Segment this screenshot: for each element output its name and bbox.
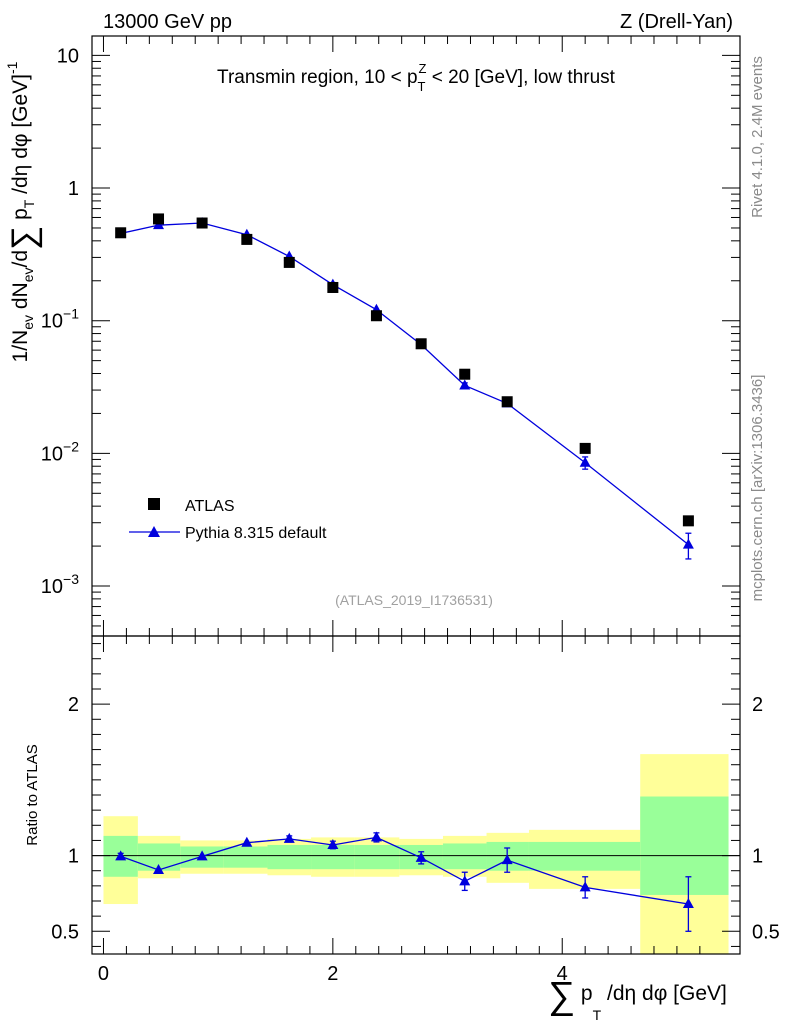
process-label: Z (Drell-Yan): [620, 11, 733, 33]
main-y-tick-label: 10−1: [41, 306, 79, 333]
main-data-point: [682, 515, 694, 527]
main-y-axis-label: 1/Nev dNev/d∑ pT /dη dφ [GeV]-1: [4, 61, 43, 362]
plot-title: Transmin region, 10 < pTZ < 20 [GeV], lo…: [217, 61, 616, 94]
ratio-y-tick-label: 0.5: [51, 921, 79, 943]
main-data-point: [283, 256, 295, 268]
main-data-point: [459, 368, 471, 380]
ratio-mc-line: [120, 836, 689, 905]
legend-mc-label: Pythia 8.315 default: [185, 525, 327, 542]
main-data-point: [327, 281, 339, 293]
ratio-y-tick-label: 2: [68, 694, 79, 716]
main-data-point: [501, 396, 513, 408]
ratio-axis-ticks: [92, 636, 740, 954]
ratio-mc-point: [370, 831, 382, 842]
mcplots-label: mcplots.cern.ch [arXiv:1306.3436]: [749, 375, 766, 602]
legend-mc-marker: [148, 526, 160, 537]
ratio-mc-point: [283, 832, 295, 843]
main-data-point: [241, 233, 253, 245]
main-y-tick-label: 10−2: [41, 438, 79, 465]
x-tick-label: 2: [327, 963, 338, 985]
main-data-point: [370, 310, 382, 322]
main-y-tick-label: 10−3: [41, 571, 79, 598]
main-mc-point: [459, 379, 471, 390]
ratio-y-tick-label-right: 2: [752, 694, 763, 716]
ratio-mc-point: [153, 863, 165, 874]
main-data-point: [153, 213, 165, 225]
legend: ATLAS Pythia 8.315 default: [129, 498, 327, 542]
main-data-point: [579, 442, 591, 454]
main-y-tick-label: 10: [57, 45, 79, 67]
ratio-mc-series: [115, 831, 694, 932]
x-tick-labels: 0 2 4: [98, 963, 568, 985]
ratio-band-inner: [640, 796, 729, 895]
ratio-band-inner: [442, 843, 487, 870]
main-data-point: [415, 338, 427, 350]
ratio-band-inner: [267, 844, 312, 870]
ratio-mc-point: [241, 836, 253, 847]
rivet-label: Rivet 4.1.0, 2.4M events: [749, 56, 766, 218]
ratio-y-tick-label-right: 1: [752, 846, 763, 868]
ratio-uncertainty-bands: [103, 754, 729, 954]
x-tick-label: 0: [98, 963, 109, 985]
main-mc-line: [120, 222, 689, 546]
ratio-mc-point: [115, 850, 127, 861]
ratio-y-axis-label: Ratio to ATLAS: [24, 744, 41, 845]
ratio-mc-point: [415, 851, 427, 862]
ratio-mc-point: [327, 838, 339, 849]
main-mc-point: [579, 456, 591, 467]
ratio-y-tick-label-right: 0.5: [752, 921, 780, 943]
main-data-series: [115, 213, 694, 527]
legend-data-label: ATLAS: [185, 498, 235, 515]
main-data-point: [115, 227, 127, 239]
ratio-mc-point: [682, 898, 694, 909]
energy-label: 13000 GeV pp: [103, 11, 232, 33]
ratio-band-inner: [223, 846, 268, 868]
main-panel-frame: [91, 35, 741, 637]
ratio-y-tick-labels: 0.5 0.5 1 1 2 2: [51, 694, 780, 943]
legend-data-marker: [148, 498, 160, 510]
main-y-tick-labels: 10 1 10−1 10−2 10−3: [41, 45, 79, 598]
main-y-tick-label: 1: [68, 178, 79, 200]
x-axis-label: ∑ pT /dη dφ [GeV]: [548, 975, 727, 1023]
main-data-point: [196, 217, 208, 229]
main-axis-ticks: [92, 36, 740, 636]
main-mc-point: [682, 538, 694, 549]
ratio-mc-point: [501, 854, 513, 865]
analysis-watermark: (ATLAS_2019_I1736531): [335, 592, 493, 608]
ratio-mc-point: [579, 881, 591, 892]
x-tick-label: 4: [557, 963, 568, 985]
ratio-mc-point: [196, 850, 208, 861]
ratio-y-tick-label: 1: [68, 846, 79, 868]
ratio-band-inner: [528, 841, 641, 871]
ratio-mc-point: [459, 875, 471, 886]
ratio-band-inner: [354, 844, 400, 870]
